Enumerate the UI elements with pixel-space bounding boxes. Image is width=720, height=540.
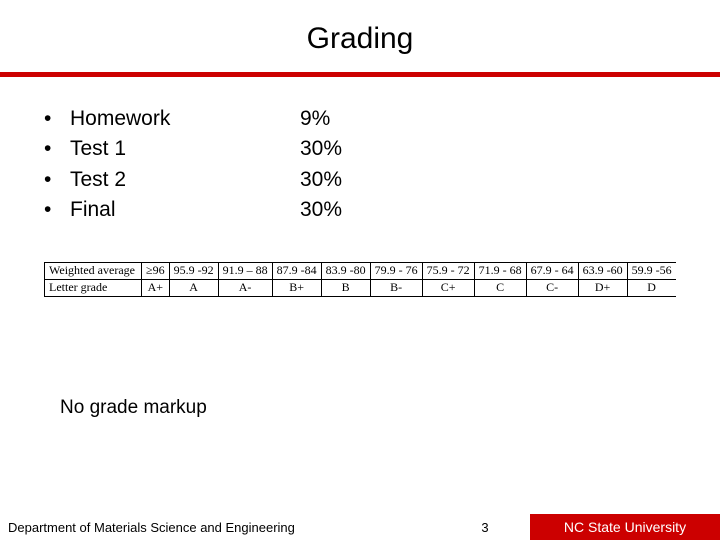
- grading-list: • Homework 9% • Test 1 30% • Test 2 30% …: [44, 105, 676, 224]
- table-cell: A-: [218, 280, 272, 297]
- bullet-icon: •: [44, 166, 70, 194]
- grading-item-label: Test 1: [70, 135, 300, 163]
- page-title: Grading: [0, 22, 720, 56]
- table-row-header: Letter grade: [45, 280, 142, 297]
- content-region: • Homework 9% • Test 1 30% • Test 2 30% …: [0, 77, 720, 419]
- table-cell: 83.9 -80: [321, 263, 370, 280]
- table-cell: 95.9 -92: [169, 263, 218, 280]
- table-cell: 79.9 - 76: [370, 263, 422, 280]
- grading-item-value: 30%: [300, 135, 342, 163]
- note-text: No grade markup: [60, 397, 676, 419]
- table-row-header: Weighted average: [45, 263, 142, 280]
- grading-item-value: 9%: [300, 105, 330, 133]
- grade-table-wrap: Weighted average ≥96 95.9 -92 91.9 – 88 …: [44, 262, 676, 297]
- footer-department: Department of Materials Science and Engi…: [0, 514, 440, 540]
- list-item: • Final 30%: [44, 196, 676, 224]
- grading-item-label: Final: [70, 196, 300, 224]
- table-cell: 87.9 -84: [272, 263, 321, 280]
- table-row: Weighted average ≥96 95.9 -92 91.9 – 88 …: [45, 263, 677, 280]
- footer-university: NC State University: [530, 514, 720, 540]
- table-cell: 91.9 – 88: [218, 263, 272, 280]
- table-cell: B-: [370, 280, 422, 297]
- table-cell: D: [627, 280, 676, 297]
- footer: Department of Materials Science and Engi…: [0, 514, 720, 540]
- grade-table: Weighted average ≥96 95.9 -92 91.9 – 88 …: [44, 262, 676, 297]
- bullet-icon: •: [44, 105, 70, 133]
- table-cell: C+: [422, 280, 474, 297]
- table-cell: ≥96: [142, 263, 170, 280]
- table-cell: C: [474, 280, 526, 297]
- title-region: Grading: [0, 0, 720, 72]
- table-cell: 59.9 -56: [627, 263, 676, 280]
- table-cell: 67.9 - 64: [526, 263, 578, 280]
- table-cell: B+: [272, 280, 321, 297]
- table-cell: A+: [142, 280, 170, 297]
- table-cell: D+: [578, 280, 627, 297]
- table-cell: B: [321, 280, 370, 297]
- grading-item-value: 30%: [300, 196, 342, 224]
- list-item: • Test 2 30%: [44, 166, 676, 194]
- list-item: • Test 1 30%: [44, 135, 676, 163]
- table-cell: 75.9 - 72: [422, 263, 474, 280]
- grading-item-label: Homework: [70, 105, 300, 133]
- bullet-icon: •: [44, 135, 70, 163]
- list-item: • Homework 9%: [44, 105, 676, 133]
- grading-item-value: 30%: [300, 166, 342, 194]
- table-cell: A: [169, 280, 218, 297]
- footer-page-number: 3: [440, 514, 530, 540]
- table-row: Letter grade A+ A A- B+ B B- C+ C C- D+ …: [45, 280, 677, 297]
- table-cell: 71.9 - 68: [474, 263, 526, 280]
- table-cell: 63.9 -60: [578, 263, 627, 280]
- grading-item-label: Test 2: [70, 166, 300, 194]
- bullet-icon: •: [44, 196, 70, 224]
- table-cell: C-: [526, 280, 578, 297]
